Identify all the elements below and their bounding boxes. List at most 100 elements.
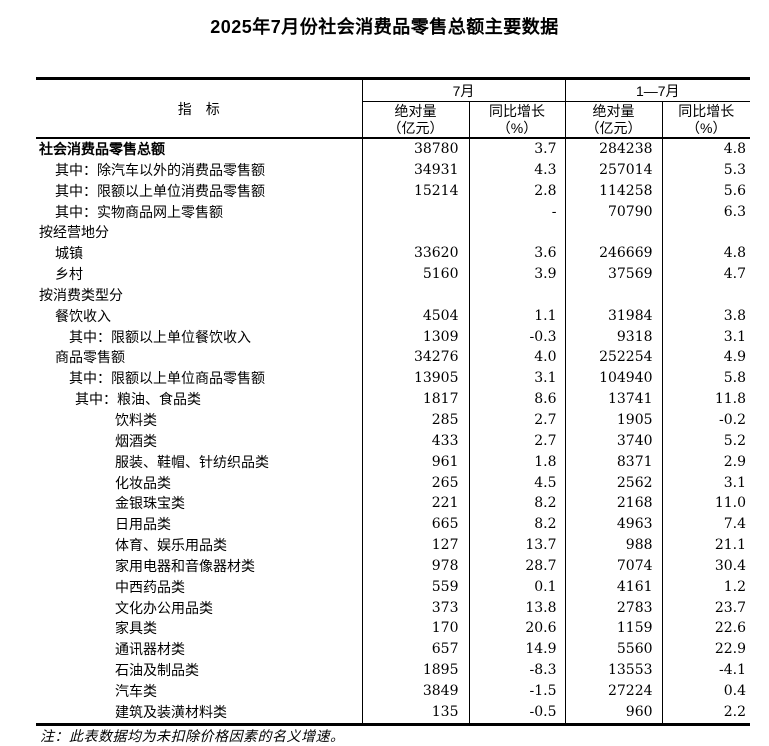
jan-jul-absolute-value	[564, 222, 663, 244]
jan-jul-yoy-value: 2.2	[661, 701, 751, 725]
july-absolute-value: 665	[361, 514, 469, 536]
jan-jul-yoy-value: 2.9	[661, 451, 751, 473]
july-absolute-value: 221	[361, 493, 469, 515]
jan-jul-absolute-header: 绝对量 （亿元）	[564, 101, 663, 139]
table-row: 体育、娱乐用品类 127 13.7 988 21.1	[36, 535, 751, 556]
jan-jul-yoy-value: 1.2	[661, 576, 751, 598]
retail-sales-table: 指 标 7月 1—7月 绝对量 （亿元） 同比增长 （%） 绝对量 （亿元）	[36, 77, 751, 726]
jan-jul-absolute-value: 70790	[564, 201, 663, 223]
jan-jul-yoy-value: 4.7	[661, 264, 751, 285]
absolute-unit-label: （亿元）	[585, 119, 642, 136]
indicator-label: 其中：实物商品网上零售额	[55, 203, 223, 220]
jan-jul-yoy-value: 5.8	[661, 368, 751, 390]
table-row: 烟酒类 433 2.7 3740 5.2	[36, 430, 751, 452]
indicator-label: 建筑及装潢材料类	[115, 703, 227, 720]
july-absolute-value: 657	[361, 639, 469, 661]
july-absolute-value: 34931	[361, 159, 469, 181]
yoy-unit-label: （%）	[686, 119, 727, 136]
july-yoy-value: 20.6	[468, 618, 566, 640]
july-absolute-value: 127	[361, 535, 469, 556]
july-yoy-value: -1.5	[468, 680, 566, 702]
july-yoy-value: 8.2	[468, 514, 566, 536]
table-row: 建筑及装潢材料类 135 -0.5 960 2.2	[36, 701, 751, 725]
july-yoy-value: 1.8	[468, 451, 566, 473]
absolute-label: 绝对量	[394, 102, 437, 119]
indicator-label: 按经营地分	[39, 224, 109, 241]
july-yoy-value: 4.5	[468, 472, 566, 494]
jan-jul-yoy-value: 0.4	[661, 680, 751, 702]
jan-jul-absolute-value: 9318	[564, 326, 663, 348]
jan-jul-absolute-value: 284238	[564, 138, 663, 160]
header-sub-row: 绝对量 （亿元） 同比增长 （%） 绝对量 （亿元） 同比增长 （%）	[36, 101, 751, 139]
july-yoy-header: 同比增长 （%）	[468, 101, 566, 139]
july-absolute-value: 15214	[361, 180, 469, 202]
table-row: 日用品类 665 8.2 4963 7.4	[36, 514, 751, 536]
jan-jul-absolute-value: 114258	[564, 180, 663, 202]
indicator-label: 通讯器材类	[115, 641, 185, 658]
table-row: 文化办公用品类 373 13.8 2783 23.7	[36, 597, 751, 619]
july-absolute-value: 33620	[361, 243, 469, 265]
indicator-label: 体育、娱乐用品类	[115, 537, 227, 554]
jan-jul-absolute-value: 2562	[564, 472, 663, 494]
july-yoy-value: -0.3	[468, 326, 566, 348]
table-row: 其中：限额以上单位餐饮收入 1309 -0.3 9318 3.1	[36, 326, 751, 348]
july-absolute-value: 373	[361, 597, 469, 619]
july-yoy-value: 3.7	[468, 138, 566, 160]
table-row: 其中：限额以上单位商品零售额 13905 3.1 104940 5.8	[36, 368, 751, 390]
jan-jul-yoy-value: 3.8	[661, 305, 751, 327]
indicator-label: 烟酒类	[115, 432, 157, 449]
indicator-label: 其中：限额以上单位消费品零售额	[55, 182, 265, 199]
jan-jul-yoy-value: 4.9	[661, 347, 751, 369]
july-yoy-value: 3.6	[468, 243, 566, 265]
jan-jul-absolute-value: 5560	[564, 639, 663, 661]
jan-jul-yoy-value: 4.8	[661, 138, 751, 160]
july-absolute-value: 5160	[361, 264, 469, 285]
indicator-label: 家具类	[115, 620, 157, 637]
indicator-label: 城镇	[55, 245, 83, 262]
july-yoy-value: 3.9	[468, 264, 566, 285]
july-yoy-value: 2.7	[468, 430, 566, 452]
indicator-label: 按消费类型分	[39, 286, 123, 303]
table-row: 按消费类型分	[36, 284, 751, 306]
july-yoy-value	[468, 222, 566, 244]
july-yoy-value: 28.7	[468, 555, 566, 577]
july-yoy-value	[468, 284, 566, 306]
jan-jul-yoy-value: 3.1	[661, 326, 751, 348]
jan-jul-absolute-value: 13553	[564, 660, 663, 681]
indicator-label: 乡村	[55, 266, 83, 283]
july-yoy-value: 8.2	[468, 493, 566, 515]
july-yoy-value: 2.8	[468, 180, 566, 202]
july-yoy-value: 1.1	[468, 305, 566, 327]
july-absolute-value	[361, 284, 469, 306]
yoy-label: 同比增长	[489, 102, 545, 119]
jan-jul-yoy-value	[661, 284, 751, 306]
july-yoy-value: -	[468, 201, 566, 223]
jan-jul-yoy-value: 6.3	[661, 201, 751, 223]
jan-jul-absolute-value: 988	[564, 535, 663, 556]
indicator-label: 家用电器和音像器材类	[115, 557, 255, 574]
table-body: 社会消费品零售总额 38780 3.7 284238 4.8 其中：除汽车以外的…	[36, 138, 751, 725]
jan-jul-absolute-value: 31984	[564, 305, 663, 327]
jan-jul-yoy-value: 22.9	[661, 639, 751, 661]
indicator-label: 中西药品类	[115, 578, 185, 595]
footnote: 注：此表数据均为未扣除价格因素的名义增速。	[40, 729, 345, 745]
jan-jul-absolute-value: 2168	[564, 493, 663, 515]
july-absolute-value: 4504	[361, 305, 469, 327]
table-row: 汽车类 3849 -1.5 27224 0.4	[36, 680, 751, 702]
july-absolute-header: 绝对量 （亿元）	[361, 101, 469, 139]
july-absolute-value: 265	[361, 472, 469, 494]
july-yoy-value: 4.3	[468, 159, 566, 181]
yoy-unit-label: （%）	[496, 119, 538, 136]
jan-jul-yoy-value: -0.2	[661, 409, 751, 431]
table-row: 家用电器和音像器材类 978 28.7 7074 30.4	[36, 555, 751, 577]
jan-jul-yoy-value: 22.6	[661, 618, 751, 640]
indicator-label: 化妆品类	[115, 474, 171, 491]
table-row: 其中：除汽车以外的消费品零售额 34931 4.3 257014 5.3	[36, 159, 751, 181]
july-yoy-value: 0.1	[468, 576, 566, 598]
july-absolute-value: 13905	[361, 368, 469, 390]
jan-jul-yoy-value: 5.2	[661, 430, 751, 452]
jan-jul-absolute-value: 252254	[564, 347, 663, 369]
jan-jul-absolute-value: 8371	[564, 451, 663, 473]
jan-jul-yoy-value: 30.4	[661, 555, 751, 577]
jan-jul-yoy-header: 同比增长 （%）	[661, 101, 751, 139]
